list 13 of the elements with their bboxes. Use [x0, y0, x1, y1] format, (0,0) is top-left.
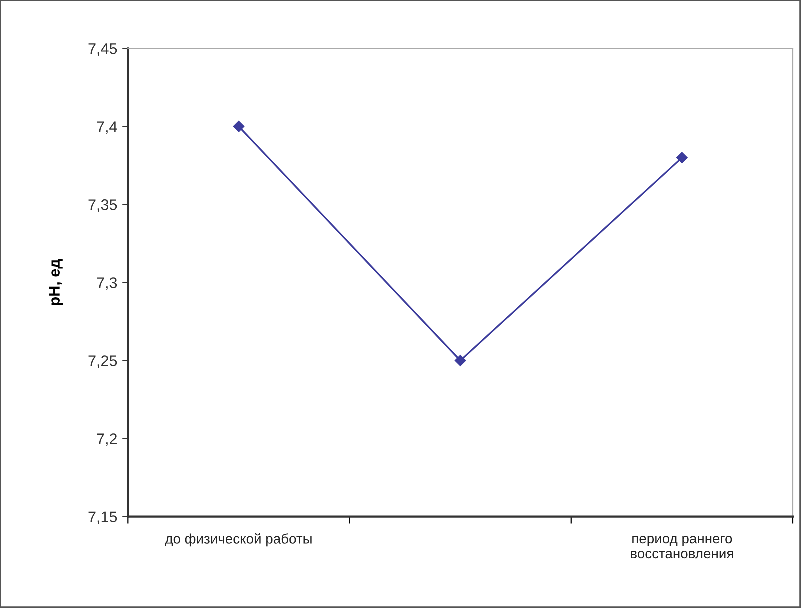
x-tick-label: период раннего восстановления — [631, 536, 734, 559]
y-tick-label: 7,4 — [97, 122, 118, 134]
y-tick-label: 7,15 — [88, 512, 118, 524]
y-tick-label: 7,35 — [88, 200, 118, 212]
y-tick-label: 7,2 — [97, 434, 117, 446]
y-tick-label: 7,25 — [88, 356, 118, 368]
y-tick-label: 7,45 — [88, 44, 118, 56]
y-tick-label: 7,3 — [97, 278, 118, 290]
point — [454, 355, 466, 366]
point — [676, 152, 688, 164]
x-tick-label: до физической работы — [165, 533, 312, 547]
point — [233, 121, 245, 132]
y-axis-title: pH, ед — [49, 259, 64, 306]
